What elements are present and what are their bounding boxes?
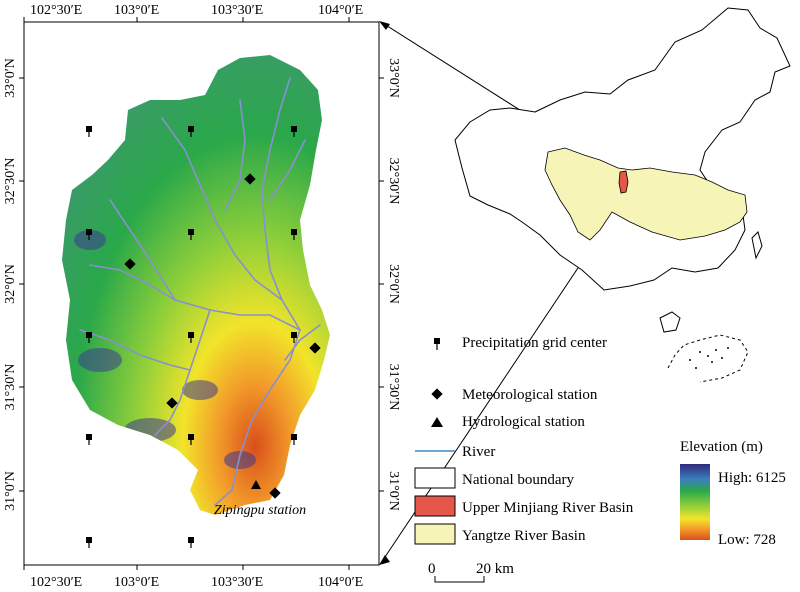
river-network <box>79 77 321 506</box>
upper-minjiang-basin <box>618 170 629 194</box>
triangle-icon <box>431 417 443 427</box>
lon-label-top-4: 104°0′E <box>318 3 363 18</box>
south-china-sea-outline <box>667 334 749 383</box>
legend-label-precip: Precipitation grid center <box>462 335 607 351</box>
diamond-icon <box>431 388 443 400</box>
hainan-island <box>659 311 681 333</box>
elevation-color-bar <box>680 464 710 540</box>
pin-icon <box>434 338 440 350</box>
taiwan-island <box>751 231 763 260</box>
hydrological-station <box>251 480 261 489</box>
frame-ticks <box>19 17 384 570</box>
arrow-head-top <box>379 21 390 30</box>
china-inset <box>454 7 791 383</box>
yangtze-basin <box>544 147 748 241</box>
legend: Precipitation grid center Meteorological… <box>414 335 786 583</box>
lat-label-left-1: 33°0′N <box>3 58 18 98</box>
lat-label-right-4: 31°30′N <box>386 364 401 411</box>
legend-label-hydro: Hydrological station <box>462 414 585 430</box>
lon-label-top-2: 103°0′E <box>114 3 159 18</box>
legend-label-river: River <box>462 444 495 460</box>
china-boundary <box>454 7 791 291</box>
lat-label-right-5: 31°0′N <box>386 471 401 511</box>
scale-bar <box>434 576 485 583</box>
south-china-sea-islands <box>689 347 729 369</box>
lon-label-bottom-1: 102°30′E <box>30 575 82 590</box>
station-label: Zipingpu station <box>214 503 306 518</box>
scale-distance-label: 20 km <box>476 561 514 577</box>
basin-elevation <box>62 55 330 515</box>
lat-label-right-3: 32°0′N <box>386 264 401 304</box>
lon-label-bottom-4: 104°0′E <box>318 575 363 590</box>
elevation-high-label: High: 6125 <box>718 470 786 486</box>
legend-label-national: National boundary <box>462 472 575 488</box>
arrow-head-bottom <box>379 555 390 565</box>
lat-label-right-1: 33°0′N <box>386 58 401 98</box>
lat-label-left-5: 31°0′N <box>3 471 18 511</box>
lon-label-bottom-3: 103°30′E <box>211 575 263 590</box>
lat-label-left-2: 32°30′N <box>3 158 18 205</box>
legend-label-minjiang: Upper Minjiang River Basin <box>462 500 634 516</box>
lon-label-bottom-2: 103°0′E <box>114 575 159 590</box>
yangtze-swatch <box>414 523 456 545</box>
elevation-title: Elevation (m) <box>680 439 763 455</box>
legend-label-yangtze: Yangtze River Basin <box>462 528 586 544</box>
national-boundary-swatch <box>414 467 456 489</box>
lon-label-top-1: 102°30′E <box>30 3 82 18</box>
elevation-low-label: Low: 728 <box>718 532 776 548</box>
lat-label-right-2: 32°30′N <box>386 158 401 205</box>
lat-label-left-3: 32°0′N <box>3 264 18 304</box>
lat-label-left-4: 31°30′N <box>3 364 18 411</box>
scale-zero-label: 0 <box>428 561 436 577</box>
precipitation-grid-centers <box>86 126 297 548</box>
legend-label-meteo: Meteorological station <box>462 387 598 403</box>
minjiang-swatch <box>414 495 456 517</box>
lon-label-top-3: 103°30′E <box>211 3 263 18</box>
